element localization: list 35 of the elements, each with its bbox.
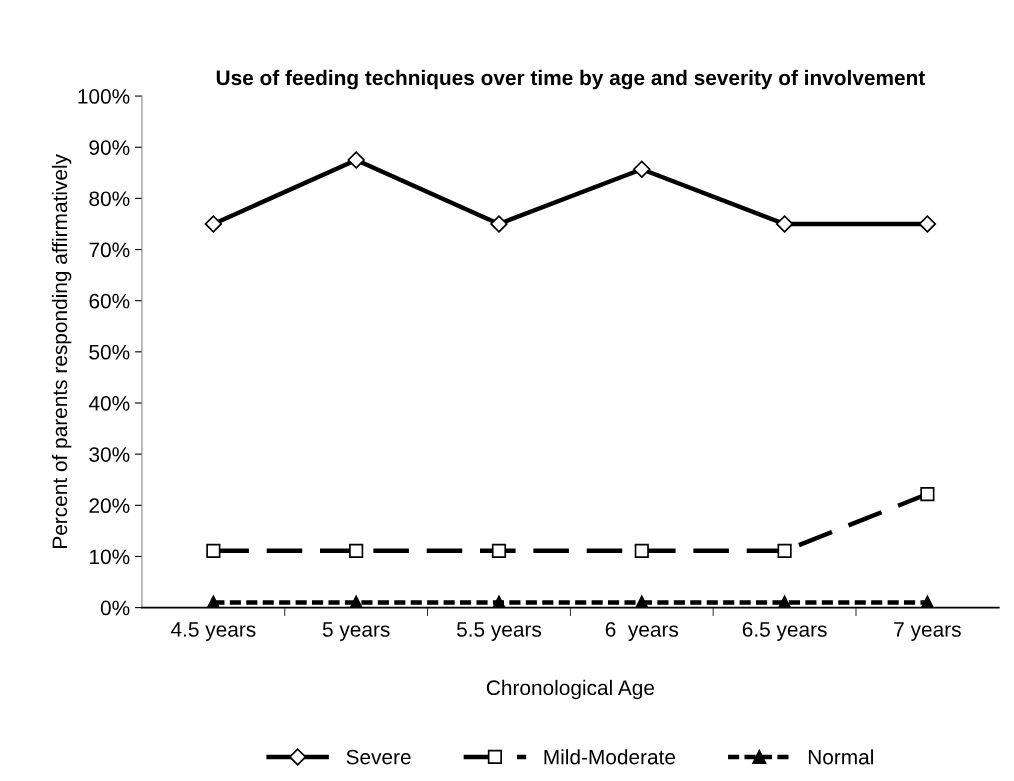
point (775, 215, 794, 233)
y-tick-label: 100% (78, 89, 130, 104)
chart-title: Use of feeding techniques over time by age and severity of involvement (216, 69, 925, 90)
point (633, 160, 651, 178)
x-tick-label: 5 years (322, 622, 390, 641)
y-tick-label: 30% (89, 447, 130, 462)
point (634, 543, 649, 558)
point (918, 215, 937, 233)
y-tick-label: 50% (89, 344, 130, 360)
y-tick-label: 20% (89, 498, 130, 514)
x-tick-label: 6.5 years (742, 622, 827, 641)
legend-label: Normal (808, 749, 873, 765)
legend-label: Severe (346, 749, 411, 765)
point (349, 543, 364, 558)
point (206, 543, 221, 558)
y-tick-label: 70% (89, 242, 130, 258)
x-tick-label: 4.5 years (171, 622, 256, 641)
point (777, 543, 792, 558)
x-axis-title: Chronological Age (486, 679, 655, 700)
x-tick-label: 5.5 years (456, 622, 542, 641)
y-axis-title: Percent of parents responding affirmatively (51, 154, 72, 548)
legend-label: Mild-Moderate (544, 749, 676, 765)
y-tick-label: 0% (100, 600, 130, 616)
x-tick-label: 7 years (894, 622, 961, 641)
y-tick-label: 80% (89, 191, 130, 207)
point (204, 215, 223, 233)
y-tick-label: 90% (89, 140, 130, 155)
y-tick-label: 60% (89, 293, 130, 309)
point (490, 215, 508, 233)
point (347, 151, 365, 169)
point (491, 543, 507, 558)
y-tick-label: 10% (90, 549, 130, 565)
x-tick-label: 6 years (605, 622, 679, 641)
y-tick-label: 40% (88, 396, 130, 411)
point (920, 486, 935, 502)
